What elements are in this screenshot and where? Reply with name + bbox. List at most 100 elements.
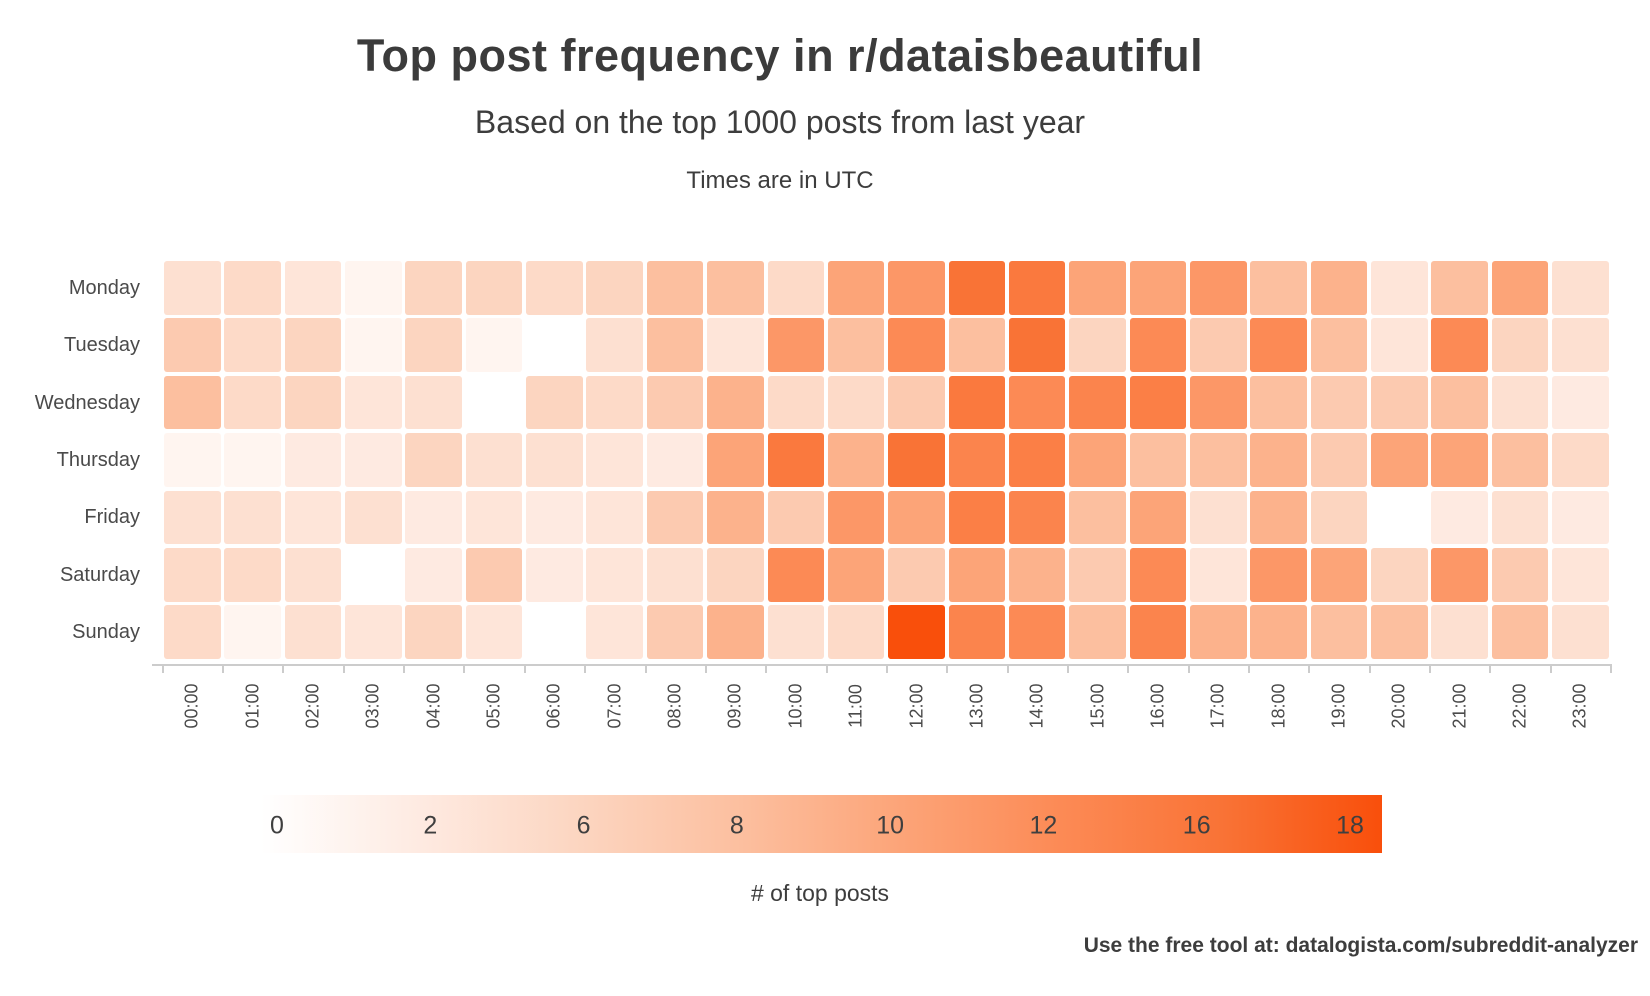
x-axis-tick-label: 23:00: [1569, 683, 1590, 729]
x-axis-tick-label: 08:00: [664, 683, 685, 729]
y-axis-day-label: Monday: [68, 276, 140, 299]
heatmap-cell: [224, 375, 281, 430]
heatmap-cell: [948, 490, 1006, 545]
heatmap-cell: [586, 433, 644, 487]
x-axis-tick-label: 03:00: [362, 683, 383, 729]
heatmap-cell: [1250, 318, 1307, 372]
heatmap-cell: [1431, 605, 1488, 659]
heatmap-cell: [405, 318, 462, 372]
heatmap-cell: [345, 375, 402, 430]
heatmap-cell: [1129, 605, 1187, 659]
heatmap-cell: [164, 318, 221, 372]
x-axis-tick-label: 02:00: [302, 683, 323, 729]
heatmap-cell: [888, 605, 945, 659]
x-axis-tick: [584, 664, 587, 673]
heatmap-cell: [1069, 375, 1126, 430]
heatmap-cell: [526, 433, 583, 487]
heatmap-cell: [1310, 318, 1368, 372]
heatmap-cell: [646, 318, 704, 372]
heatmap-cell: [1250, 261, 1307, 315]
heatmap-cell: [1431, 375, 1488, 430]
heatmap-cell: [948, 261, 1006, 315]
heatmap-cell: [1008, 261, 1066, 315]
x-axis-tick-label: 20:00: [1388, 683, 1409, 729]
heatmap-cell: [1250, 548, 1307, 602]
heatmap-cell: [1371, 318, 1428, 372]
heatmap-cell: [526, 318, 583, 372]
chart-title: Top post frequency in r/dataisbeautiful: [356, 30, 1204, 81]
heatmap-cell: [526, 375, 583, 430]
heatmap-cell: [1250, 490, 1307, 545]
heatmap-cell: [1069, 490, 1126, 545]
x-axis-tick: [1368, 664, 1371, 673]
heatmap-cell: [586, 548, 644, 602]
heatmap-cell: [1431, 548, 1488, 602]
heatmap-cell: [164, 548, 221, 602]
heatmap-cell: [1431, 490, 1488, 545]
heatmap-cell: [284, 490, 342, 545]
x-axis-tick-label: 00:00: [181, 683, 202, 729]
heatmap-cell: [707, 261, 764, 315]
heatmap-cell: [1310, 433, 1368, 487]
heatmap-cell: [1431, 261, 1488, 315]
x-axis-tick: [1429, 664, 1432, 673]
x-axis-tick: [765, 664, 768, 673]
heatmap-cell: [767, 261, 825, 315]
heatmap-cell: [1491, 605, 1549, 659]
x-axis-tick: [1308, 664, 1311, 673]
heatmap-cell: [586, 375, 644, 430]
heatmap-cell: [1491, 433, 1549, 487]
heatmap-cell: [1129, 261, 1187, 315]
heatmap-cell: [1371, 548, 1428, 602]
heatmap-cell: [707, 605, 764, 659]
heatmap-cell: [707, 433, 764, 487]
heatmap-cell: [767, 318, 825, 372]
heatmap-cell: [827, 605, 885, 659]
x-axis-tick-label: 19:00: [1328, 683, 1349, 729]
heatmap-cell: [1129, 375, 1187, 430]
heatmap-cell: [1491, 318, 1549, 372]
heatmap-cell: [284, 548, 342, 602]
heatmap-cell: [224, 605, 281, 659]
heatmap-cell: [1129, 318, 1187, 372]
heatmap-cell: [1552, 548, 1609, 602]
x-axis-tick: [1549, 664, 1552, 673]
legend-tick-label: 2: [423, 811, 438, 840]
heatmap-cell: [1491, 490, 1549, 545]
heatmap-cell: [888, 318, 945, 372]
heatmap-cell: [767, 375, 825, 430]
heatmap-cell: [948, 318, 1006, 372]
heatmap-cell: [586, 318, 644, 372]
x-axis-tick-label: 10:00: [785, 683, 806, 729]
x-axis-tick-label: 16:00: [1147, 683, 1168, 729]
heatmap-cell: [827, 548, 885, 602]
heatmap-cell: [1491, 261, 1549, 315]
heatmap-cell: [284, 261, 342, 315]
heatmap-cell: [1552, 318, 1609, 372]
heatmap-cell: [646, 261, 704, 315]
y-axis-day-label: Saturday: [59, 563, 140, 586]
x-axis-line: [152, 664, 1612, 666]
heatmap-cell: [948, 605, 1006, 659]
heatmap-cell: [1069, 318, 1126, 372]
heatmap-cell: [1310, 605, 1368, 659]
x-axis-tick: [222, 664, 225, 673]
x-axis-tick: [282, 664, 285, 673]
x-axis-tick: [825, 664, 828, 673]
heatmap-cell: [948, 433, 1006, 487]
legend-tick-label: 18: [1336, 811, 1364, 840]
x-axis-tick: [1610, 664, 1613, 673]
heatmap-cell: [1310, 548, 1368, 602]
heatmap-cell: [888, 490, 945, 545]
y-axis-day-label: Friday: [84, 506, 140, 529]
heatmap-cell: [164, 490, 221, 545]
heatmap-cell: [586, 261, 644, 315]
y-axis-day-label: Tuesday: [64, 334, 140, 357]
heatmap-cell: [1371, 490, 1428, 545]
heatmap-cell: [586, 605, 644, 659]
heatmap-cell: [1008, 433, 1066, 487]
heatmap-cell: [1552, 375, 1609, 430]
x-axis-tick: [946, 664, 949, 673]
heatmap-cell: [1552, 433, 1609, 487]
